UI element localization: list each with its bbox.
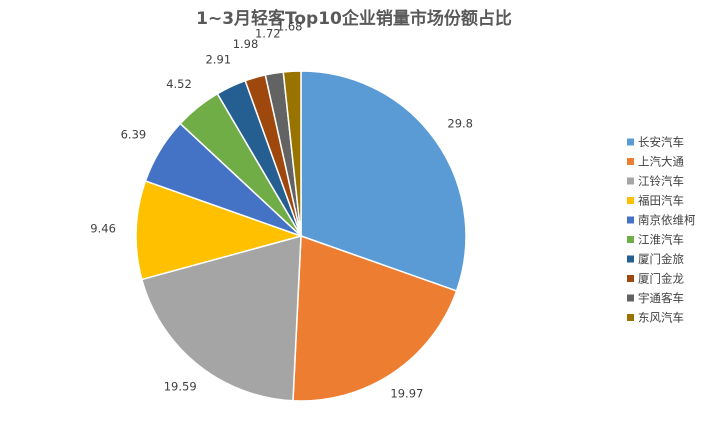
- data-label-5: 6.39: [121, 127, 147, 141]
- legend-swatch-2: [627, 158, 634, 165]
- legend-label-10: 东风汽车: [638, 311, 684, 325]
- legend-label-8: 厦门金龙: [638, 272, 684, 286]
- data-label-9: 1.72: [255, 27, 281, 41]
- pie-slice-10: [282, 70, 302, 237]
- legend-label-4: 福田汽车: [638, 194, 684, 208]
- legend-swatch-3: [627, 177, 634, 185]
- pie-slice-2: [292, 234, 458, 402]
- data-label-2: 19.97: [390, 387, 423, 401]
- pie-slice-4: [135, 180, 304, 281]
- data-label-6: 4.52: [166, 77, 192, 91]
- legend-label-5: 南京依维柯: [638, 213, 696, 227]
- legend-label-7: 厦门金旅: [638, 252, 684, 266]
- data-label-1: 29.8: [447, 116, 473, 130]
- pie-slice-3: [140, 235, 302, 402]
- data-label-8: 1.98: [233, 37, 259, 51]
- legend-label-2: 上汽大通: [638, 155, 684, 169]
- legend-label-9: 宇通客车: [638, 291, 684, 305]
- legend: 长安汽车上汽大通江铃汽车福田汽车南京依维柯江淮汽车厦门金旅厦门金龙宇通客车东风汽…: [627, 135, 696, 325]
- legend-label-1: 长安汽车: [638, 135, 684, 149]
- chart-title: 1~3月轻客Top10企业销量市场份额占比: [196, 8, 512, 29]
- legend-swatch-1: [627, 138, 634, 146]
- data-label-7: 2.91: [205, 52, 231, 66]
- pie-slices: [135, 70, 467, 402]
- legend-swatch-10: [627, 314, 634, 321]
- legend-swatch-5: [627, 216, 634, 224]
- legend-swatch-9: [627, 294, 634, 302]
- legend-swatch-4: [627, 197, 634, 204]
- pie-slice-1: [300, 70, 467, 292]
- data-labels: 29.8 19.97 19.59 9.46 6.39 4.52 2.911.981.721.…: [90, 19, 473, 400]
- data-label-4: 9.46: [90, 222, 116, 236]
- legend-label-3: 江铃汽车: [638, 174, 684, 188]
- legend-swatch-8: [627, 275, 634, 282]
- legend-swatch-6: [627, 236, 634, 243]
- data-label-3: 19.59: [164, 380, 197, 394]
- legend-swatch-7: [627, 255, 634, 263]
- data-label-10: 1.68: [277, 19, 303, 33]
- legend-label-6: 江淮汽车: [638, 233, 684, 247]
